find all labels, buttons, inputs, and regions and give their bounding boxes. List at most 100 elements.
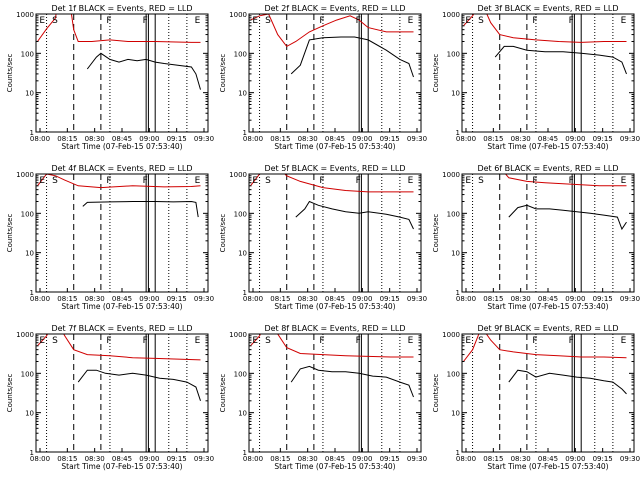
marker-label-e: E	[621, 336, 627, 346]
marker-label-e: E	[465, 176, 471, 186]
y-tick-label: 10	[451, 410, 460, 418]
x-tick-label: 09:00	[352, 295, 372, 303]
marker-label-s: S	[52, 336, 58, 346]
series-line-events	[86, 52, 201, 90]
marker-label-f: F	[356, 16, 361, 26]
y-tick-label: 10	[238, 250, 247, 258]
x-tick-label: 09:30	[407, 295, 427, 303]
x-tick-label: 08:00	[30, 295, 50, 303]
series-line-lld	[250, 334, 414, 358]
marker-label-f: F	[106, 176, 111, 186]
y-tick-label: 10	[25, 410, 34, 418]
chart-title: Det 3f BLACK = Events, RED = LLD	[477, 4, 618, 13]
y-tick-label: 100	[447, 50, 460, 58]
chart-title: Det 7f BLACK = Events, RED = LLD	[51, 324, 192, 333]
marker-label-f: F	[532, 176, 537, 186]
x-tick-label: 09:00	[139, 455, 159, 463]
x-tick-label: 08:15	[483, 295, 503, 303]
x-tick-label: 08:30	[298, 135, 318, 143]
series-line-events	[295, 200, 414, 230]
y-tick-label: 100	[21, 210, 34, 218]
x-tick-label: 08:15	[57, 455, 77, 463]
series-line-lld	[250, 14, 414, 48]
plot-frame	[35, 13, 209, 133]
x-tick-label: 09:00	[565, 455, 585, 463]
marker-label-f: F	[356, 336, 361, 346]
marker-label-f: F	[106, 16, 111, 26]
marker-label-f: F	[532, 336, 537, 346]
x-tick-label: 08:00	[243, 295, 263, 303]
x-tick-label: 08:15	[270, 135, 290, 143]
series-line-lld	[37, 174, 201, 189]
x-tick-label: 09:00	[139, 135, 159, 143]
y-tick-label: 100	[234, 50, 247, 58]
x-tick-label: 09:15	[380, 135, 400, 143]
y-tick-label: 1000	[229, 11, 247, 19]
y-axis-label: Counts/sec	[6, 374, 14, 413]
x-tick-label: 08:30	[511, 135, 531, 143]
x-tick-label: 08:15	[270, 455, 290, 463]
marker-label-f: F	[143, 16, 148, 26]
y-tick-label: 1	[30, 289, 34, 297]
marker-label-e: E	[195, 336, 201, 346]
x-tick-label: 08:00	[456, 135, 476, 143]
marker-label-e: E	[195, 16, 201, 26]
x-tick-label: 08:45	[538, 295, 558, 303]
plot-frame	[461, 173, 635, 293]
chart-title: Det 9f BLACK = Events, RED = LLD	[477, 324, 618, 333]
x-tick-label: 08:45	[112, 135, 132, 143]
marker-label-f: F	[319, 336, 324, 346]
y-tick-label: 1	[456, 289, 460, 297]
plot-area	[250, 174, 414, 292]
plot-frame	[35, 333, 209, 453]
y-tick-label: 1	[243, 449, 247, 457]
y-tick-label: 100	[447, 370, 460, 378]
y-tick-label: 100	[21, 370, 34, 378]
x-tick-label: 08:45	[325, 295, 345, 303]
x-axis-label: Start Time (07-Feb-15 07:53:40)	[61, 302, 182, 311]
marker-label-f: F	[106, 336, 111, 346]
x-axis-label: Start Time (07-Feb-15 07:53:40)	[274, 462, 395, 471]
marker-label-s: S	[265, 16, 271, 26]
marker-label-f: F	[319, 176, 324, 186]
x-tick-label: 09:15	[593, 135, 613, 143]
y-tick-label: 1	[243, 129, 247, 137]
x-tick-label: 09:15	[593, 295, 613, 303]
plot-frame	[35, 173, 209, 293]
marker-label-e: E	[465, 16, 471, 26]
y-tick-label: 1	[456, 449, 460, 457]
x-tick-label: 09:00	[352, 135, 372, 143]
x-tick-label: 09:30	[194, 295, 214, 303]
series-line-events	[290, 36, 414, 78]
y-axis-label: Counts/sec	[432, 214, 440, 253]
y-tick-label: 100	[234, 210, 247, 218]
x-tick-label: 08:45	[538, 455, 558, 463]
x-tick-label: 09:15	[593, 455, 613, 463]
plot-area	[463, 14, 627, 132]
marker-label-e: E	[195, 176, 201, 186]
marker-label-e: E	[252, 336, 258, 346]
chart-title: Det 8f BLACK = Events, RED = LLD	[264, 324, 405, 333]
x-tick-label: 08:30	[511, 295, 531, 303]
x-tick-label: 08:45	[325, 455, 345, 463]
marker-label-f: F	[143, 176, 148, 186]
x-tick-label: 09:15	[380, 295, 400, 303]
x-tick-label: 09:00	[352, 455, 372, 463]
marker-label-e: E	[252, 16, 258, 26]
plot-frame	[461, 13, 635, 133]
plot-area	[463, 334, 627, 452]
marker-label-e: E	[465, 336, 471, 346]
chart-title: Det 4f BLACK = Events, RED = LLD	[51, 164, 192, 173]
y-axis-label: Counts/sec	[219, 214, 227, 253]
y-tick-label: 1	[456, 129, 460, 137]
x-axis-label: Start Time (07-Feb-15 07:53:40)	[61, 142, 182, 151]
marker-label-s: S	[478, 176, 484, 186]
marker-label-s: S	[478, 16, 484, 26]
